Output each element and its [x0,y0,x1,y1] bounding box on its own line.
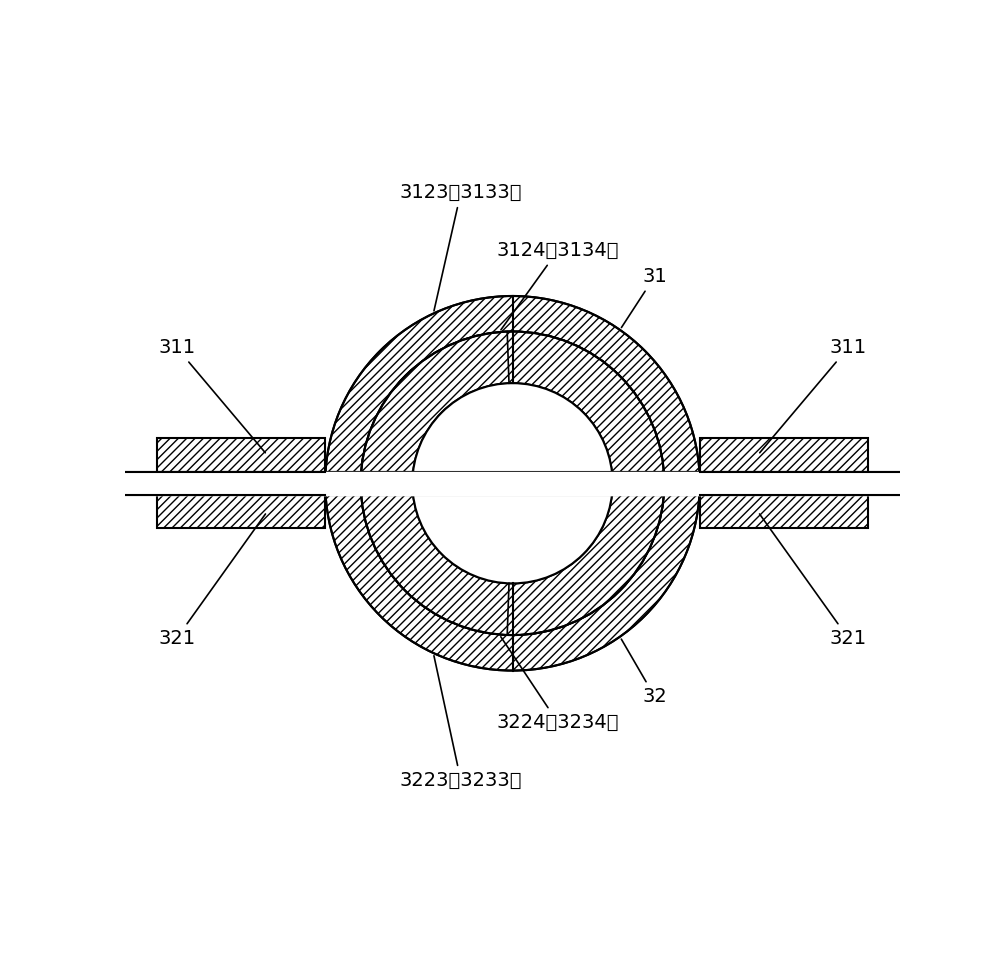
Text: 31: 31 [621,267,667,327]
Text: 3123（3133）: 3123（3133） [400,183,522,311]
Text: 32: 32 [621,639,667,706]
Polygon shape [157,495,325,528]
Text: 311: 311 [158,338,265,453]
Wedge shape [361,331,664,483]
Polygon shape [157,438,325,472]
Wedge shape [361,483,664,635]
Text: 3224（3234）: 3224（3234） [496,636,619,732]
Text: 321: 321 [760,514,867,648]
Wedge shape [361,331,664,483]
Wedge shape [412,483,613,584]
Wedge shape [361,483,664,635]
Wedge shape [325,483,700,671]
Text: 3223（3233）: 3223（3233） [400,656,522,790]
Polygon shape [700,438,868,472]
Wedge shape [412,383,613,483]
Text: 3124（3134）: 3124（3134） [496,241,619,330]
Wedge shape [325,296,700,483]
Text: 311: 311 [760,338,867,453]
Text: 321: 321 [158,514,265,648]
Circle shape [412,383,613,584]
Polygon shape [700,495,868,528]
